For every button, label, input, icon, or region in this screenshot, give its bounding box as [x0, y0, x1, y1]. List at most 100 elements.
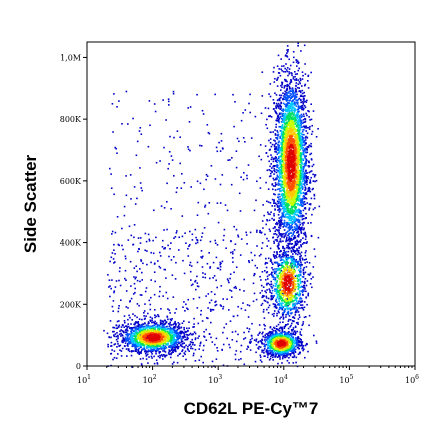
event-point: [304, 157, 307, 160]
event-point: [162, 350, 164, 352]
event-point: [291, 103, 293, 105]
event-point: [304, 84, 306, 87]
event-point: [151, 357, 153, 359]
event-point: [310, 71, 312, 74]
event-point: [266, 219, 269, 222]
event-point: [285, 251, 288, 253]
event-point: [125, 90, 128, 93]
event-point: [282, 143, 285, 146]
event-point: [274, 268, 276, 270]
event-point: [291, 100, 293, 102]
event-point: [296, 292, 299, 294]
event-point: [266, 118, 268, 121]
event-point: [126, 329, 129, 332]
event-point: [114, 231, 117, 234]
event-point: [163, 348, 166, 351]
event-point: [279, 190, 281, 192]
event-point: [117, 353, 119, 355]
event-point: [266, 169, 269, 172]
event-point: [107, 274, 109, 276]
event-point: [179, 136, 181, 138]
event-point: [242, 178, 245, 181]
event-point: [295, 79, 298, 82]
event-point: [277, 114, 279, 117]
event-point: [282, 313, 285, 316]
event-point: [301, 291, 304, 293]
event-point: [289, 319, 292, 321]
event-point: [259, 356, 262, 358]
event-point: [124, 269, 127, 272]
event-point: [296, 194, 299, 196]
event-point: [299, 98, 302, 101]
event-point: [154, 309, 156, 311]
event-point: [290, 324, 292, 327]
event-point: [304, 148, 306, 150]
event-point: [168, 345, 170, 348]
event-point: [298, 219, 301, 221]
event-point: [121, 334, 124, 337]
event-point: [297, 218, 299, 221]
event-point: [304, 251, 307, 254]
event-point: [305, 176, 307, 178]
event-point: [204, 206, 206, 208]
event-point: [276, 174, 279, 177]
event-point: [249, 341, 251, 344]
event-point: [188, 245, 190, 247]
event-point: [275, 298, 278, 301]
event-point: [292, 327, 295, 329]
event-point: [129, 341, 131, 343]
event-point: [284, 261, 287, 263]
event-point: [276, 130, 278, 132]
event-point: [269, 247, 272, 250]
event-point: [175, 232, 178, 234]
event-point: [303, 107, 305, 110]
event-point: [281, 147, 284, 149]
event-point: [139, 237, 142, 239]
event-point: [172, 340, 175, 343]
event-point: [277, 133, 280, 136]
event-point: [127, 323, 129, 325]
event-point: [291, 239, 293, 241]
event-point: [277, 323, 280, 326]
event-point: [298, 144, 300, 147]
event-point: [288, 68, 291, 70]
event-point: [190, 345, 192, 348]
event-point: [271, 198, 274, 201]
event-point: [281, 109, 283, 111]
event-point: [302, 232, 305, 235]
event-point: [156, 363, 159, 365]
event-point: [288, 215, 290, 217]
event-point: [302, 196, 305, 198]
event-point: [295, 210, 297, 212]
event-point: [210, 299, 213, 302]
event-point: [289, 326, 291, 328]
event-point: [295, 78, 298, 80]
event-point: [295, 59, 297, 61]
event-point: [273, 179, 275, 181]
event-point: [279, 135, 281, 138]
event-point: [253, 272, 256, 275]
event-point: [302, 215, 305, 217]
event-point: [194, 348, 197, 351]
event-point: [237, 305, 239, 308]
event-point: [301, 78, 304, 80]
event-point: [114, 261, 116, 263]
event-point: [158, 295, 161, 298]
event-point: [303, 281, 306, 284]
event-point: [283, 199, 285, 201]
event-point: [265, 181, 267, 184]
event-point: [302, 99, 305, 101]
event-point: [133, 236, 135, 239]
event-point: [186, 336, 189, 338]
event-point: [291, 90, 293, 93]
event-point: [218, 141, 220, 144]
event-point: [237, 236, 240, 238]
event-point: [290, 263, 292, 265]
event-point: [297, 318, 300, 320]
event-point: [299, 255, 301, 258]
event-point: [276, 280, 278, 282]
event-point: [168, 163, 170, 165]
event-point: [307, 350, 309, 353]
event-point: [272, 268, 274, 271]
event-point: [303, 174, 305, 177]
